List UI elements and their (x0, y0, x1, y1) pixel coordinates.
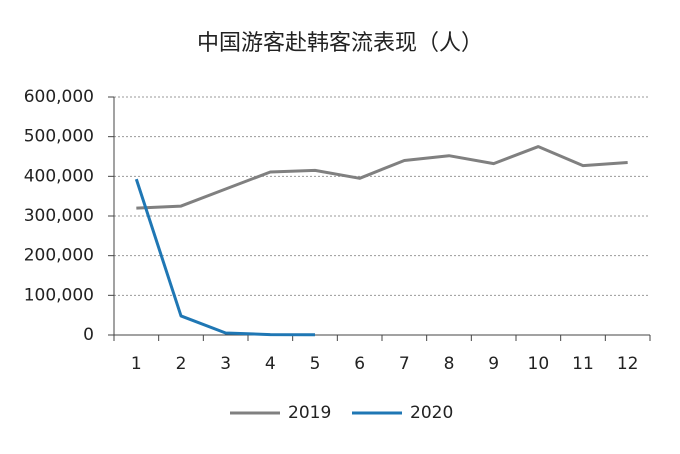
y-tick-label: 600,000 (24, 87, 94, 107)
x-tick-label: 2 (176, 354, 187, 374)
series-line (134, 178, 316, 337)
x-tick-label: 3 (220, 354, 231, 374)
y-tick-label: 100,000 (24, 285, 94, 305)
legend-label: 2019 (288, 403, 331, 423)
x-tick-label: 4 (265, 354, 276, 374)
y-tick-label: 500,000 (24, 127, 94, 147)
legend-label: 2020 (410, 403, 453, 423)
x-tick-label: 7 (399, 354, 410, 374)
x-tick-label: 9 (488, 354, 499, 374)
y-tick-label: 400,000 (24, 166, 94, 186)
y-tick-label: 200,000 (24, 246, 94, 266)
x-tick-label: 12 (617, 354, 639, 374)
x-tick-label: 8 (444, 354, 455, 374)
x-tick-label: 6 (354, 354, 365, 374)
y-tick-label: 0 (83, 325, 94, 345)
series-line (136, 145, 628, 210)
x-tick-label: 1 (131, 354, 142, 374)
chart-title: 中国游客赴韩客流表现（人） (197, 31, 483, 56)
x-tick-label: 10 (528, 354, 550, 374)
x-tick-label: 5 (310, 354, 321, 374)
y-tick-label: 300,000 (24, 206, 94, 226)
x-tick-label: 11 (572, 354, 594, 374)
